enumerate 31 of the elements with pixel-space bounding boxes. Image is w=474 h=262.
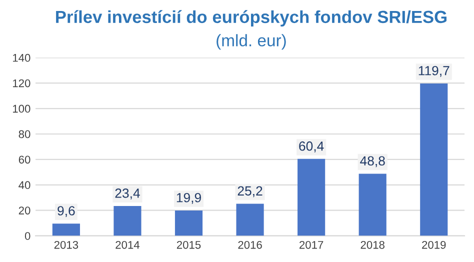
x-tick-label: 2014 <box>116 240 140 249</box>
y-tick-label: 0 <box>24 232 30 240</box>
y-tick-label: 80 <box>18 130 30 138</box>
y-tick-label: 140 <box>13 54 30 62</box>
y-tick-label: 20 <box>18 206 30 214</box>
bar <box>114 206 142 236</box>
x-tick-label: 2015 <box>176 240 201 249</box>
bar <box>358 174 386 236</box>
bar <box>52 224 80 236</box>
chart-subtitle: (mld. eur) <box>216 34 286 50</box>
y-tick-label: 100 <box>13 104 30 113</box>
x-tick-label: 2017 <box>300 240 324 249</box>
bar <box>298 158 326 236</box>
x-tick-label: 2018 <box>360 240 384 249</box>
x-tick-label: 2013 <box>54 240 78 249</box>
y-tick-label: 120 <box>13 79 30 88</box>
data-label: 119,7 <box>418 66 450 77</box>
data-label: 25,2 <box>238 186 262 198</box>
chart-title: Prílev investícií do európskych fondov SRI/ESG <box>56 10 446 27</box>
y-tick-label: 60 <box>18 156 30 164</box>
data-label: 60,4 <box>299 141 324 152</box>
x-tick-label: 2016 <box>238 240 262 249</box>
data-label: 48,8 <box>360 156 385 168</box>
y-tick-label: 40 <box>18 181 30 190</box>
data-label: 23,4 <box>115 188 140 200</box>
bar <box>236 204 264 236</box>
bar <box>174 210 203 236</box>
bar <box>420 83 448 236</box>
data-label: 9,6 <box>58 206 75 217</box>
x-tick-label: 2019 <box>422 240 446 249</box>
data-label: 19,9 <box>176 192 201 204</box>
